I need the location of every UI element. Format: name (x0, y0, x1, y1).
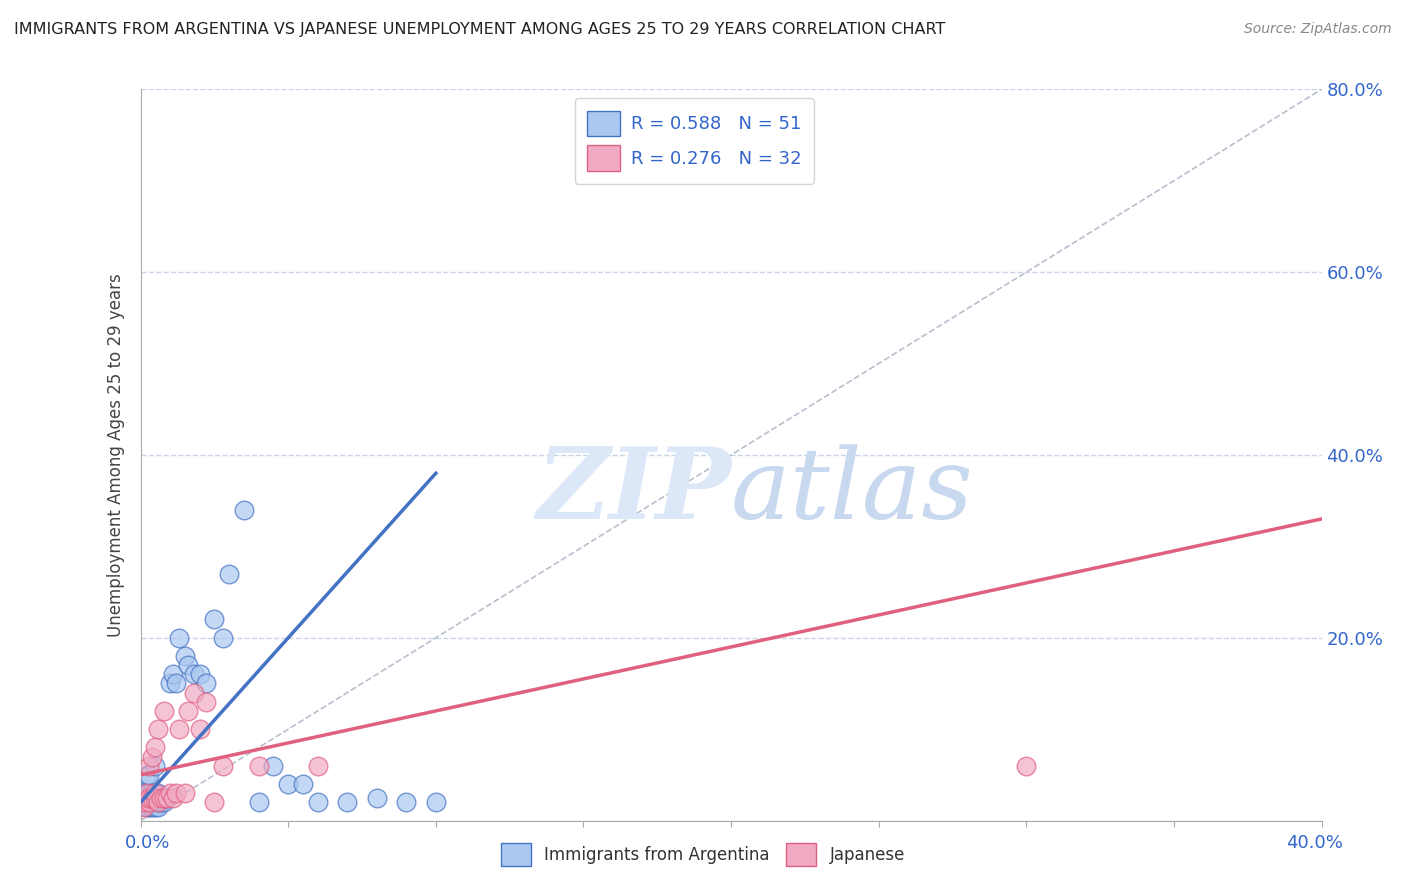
Point (132, 786, 155, 800)
Point (132, 800, 155, 814)
Point (150, 796, 173, 810)
Point (202, 796, 225, 810)
Point (307, 796, 329, 810)
Point (194, 676, 217, 690)
Point (218, 566, 240, 581)
Point (292, 777, 315, 791)
Point (366, 790, 388, 805)
Point (183, 667, 205, 681)
Point (425, 796, 447, 810)
Point (277, 777, 299, 791)
Point (188, 667, 211, 681)
Point (132, 790, 155, 805)
Point (138, 796, 160, 810)
Text: atlas: atlas (731, 444, 974, 539)
Point (138, 790, 160, 805)
Point (162, 790, 184, 805)
Point (148, 796, 170, 810)
Point (212, 631, 235, 645)
Point (132, 796, 155, 810)
Point (132, 796, 155, 810)
Point (153, 790, 176, 805)
Point (148, 786, 170, 800)
Point (177, 704, 200, 718)
Point (153, 704, 176, 718)
Point (174, 649, 197, 664)
Point (145, 790, 166, 805)
Point (138, 768, 160, 782)
Point (148, 790, 170, 805)
Point (141, 800, 163, 814)
Point (156, 790, 179, 805)
Point (247, 796, 270, 810)
Point (135, 786, 157, 800)
Point (138, 800, 160, 814)
Point (233, 502, 256, 516)
Point (202, 613, 225, 627)
Point (145, 758, 166, 772)
Point (141, 786, 163, 800)
Point (145, 796, 166, 810)
Point (262, 758, 284, 772)
Point (138, 790, 160, 805)
Point (138, 786, 160, 800)
Point (148, 800, 170, 814)
Point (194, 695, 217, 709)
Point (247, 758, 270, 772)
Point (159, 676, 181, 690)
Point (145, 790, 166, 805)
Point (395, 796, 418, 810)
Point (153, 790, 176, 805)
Point (183, 685, 205, 699)
Point (141, 749, 163, 764)
Point (148, 723, 170, 737)
Point (1015, 758, 1038, 772)
Legend: Immigrants from Argentina, Japanese: Immigrants from Argentina, Japanese (492, 835, 914, 875)
Point (165, 786, 187, 800)
Point (307, 758, 329, 772)
Point (150, 790, 173, 805)
Point (135, 790, 157, 805)
Point (150, 790, 173, 805)
Point (148, 796, 170, 810)
Point (145, 800, 166, 814)
Legend: R = 0.588   N = 51, R = 0.276   N = 32: R = 0.588 N = 51, R = 0.276 N = 32 (575, 98, 814, 184)
Point (174, 786, 197, 800)
Point (145, 740, 166, 755)
Point (167, 631, 190, 645)
Point (135, 800, 157, 814)
Point (141, 796, 163, 810)
Point (162, 667, 184, 681)
Point (167, 723, 190, 737)
Point (138, 796, 160, 810)
Point (135, 768, 157, 782)
Point (135, 796, 157, 810)
Point (336, 796, 359, 810)
Point (212, 758, 235, 772)
Point (156, 790, 179, 805)
Point (141, 790, 163, 805)
Text: 40.0%: 40.0% (1286, 834, 1343, 852)
Point (135, 790, 157, 805)
Point (165, 676, 187, 690)
Point (138, 758, 160, 772)
Text: Source: ZipAtlas.com: Source: ZipAtlas.com (1244, 22, 1392, 37)
Point (188, 723, 211, 737)
Point (141, 790, 163, 805)
Text: ZIP: ZIP (536, 443, 731, 540)
Point (153, 796, 176, 810)
Point (177, 658, 200, 673)
Y-axis label: Unemployment Among Ages 25 to 29 years: Unemployment Among Ages 25 to 29 years (107, 273, 125, 637)
Point (145, 786, 166, 800)
Text: IMMIGRANTS FROM ARGENTINA VS JAPANESE UNEMPLOYMENT AMONG AGES 25 TO 29 YEARS COR: IMMIGRANTS FROM ARGENTINA VS JAPANESE UN… (14, 22, 945, 37)
Text: 0.0%: 0.0% (125, 834, 170, 852)
Point (159, 786, 181, 800)
